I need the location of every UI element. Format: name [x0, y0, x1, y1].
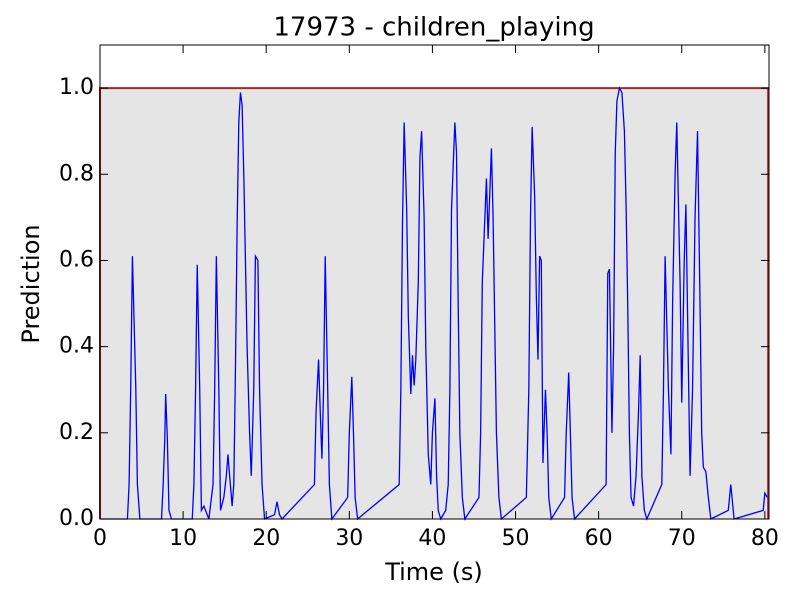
x-tick-label: 60 [585, 526, 613, 551]
x-tick-label: 30 [335, 526, 363, 551]
x-tick-label: 20 [252, 526, 280, 551]
x-tick-label: 0 [93, 526, 107, 551]
y-axis-label: Prediction [17, 224, 45, 343]
y-tick-label: 0.8 [59, 161, 94, 186]
x-tick-label: 80 [751, 526, 779, 551]
y-tick-label: 0.2 [59, 420, 94, 445]
chart-title: 17973 - children_playing [273, 13, 594, 43]
x-axis-label: Time (s) [384, 558, 483, 586]
highlight-area [100, 88, 769, 519]
x-tick-label: 10 [169, 526, 197, 551]
x-tick-label: 50 [502, 526, 530, 551]
x-tick-label: 40 [418, 526, 446, 551]
plot-frame [99, 44, 770, 520]
y-tick-label: 0.4 [59, 334, 94, 359]
y-tick-label: 0.6 [59, 247, 94, 272]
y-tick-label: 0.0 [59, 506, 94, 531]
x-tick-label: 70 [668, 526, 696, 551]
y-tick-label: 1.0 [59, 75, 94, 100]
